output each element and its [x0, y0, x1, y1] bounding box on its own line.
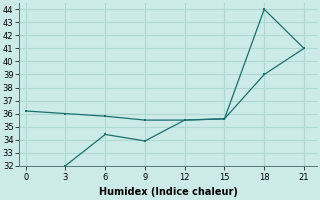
- X-axis label: Humidex (Indice chaleur): Humidex (Indice chaleur): [99, 187, 237, 197]
